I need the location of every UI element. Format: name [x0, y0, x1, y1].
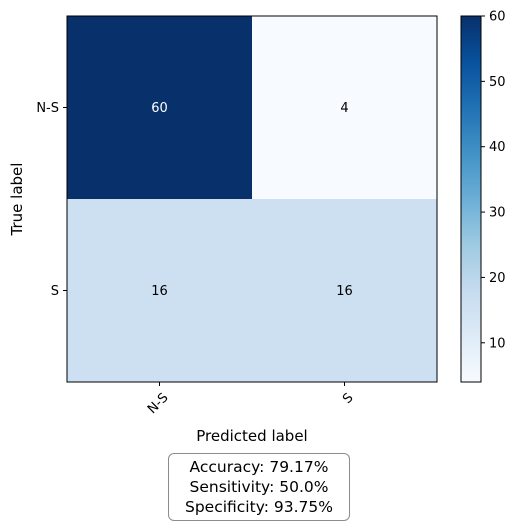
heatmap-cell	[67, 199, 252, 382]
heatmap-cells	[67, 16, 437, 382]
x-tick-label: N-S	[145, 390, 172, 417]
colorbar	[460, 15, 482, 383]
accuracy-text: Accuracy: 79.17%	[189, 458, 329, 476]
x-tick-label: S	[340, 390, 356, 406]
colorbar-tick-label: 50	[489, 75, 506, 90]
metrics-box: Accuracy: 79.17% Sensitivity: 50.0% Spec…	[168, 453, 350, 521]
y-axis-ticks: N-S S	[36, 101, 67, 299]
y-tick-label: S	[51, 284, 59, 299]
cell-value-label: 16	[336, 284, 353, 299]
heatmap-cell	[252, 16, 437, 199]
colorbar-tick-label: 20	[489, 271, 506, 286]
cell-value-label: 16	[151, 284, 168, 299]
y-tick-label: N-S	[36, 101, 59, 116]
colorbar-tick-label: 10	[489, 336, 506, 351]
cell-value-labels: 60 4 16 16	[151, 101, 353, 299]
x-axis-ticks: N-S S	[145, 382, 357, 417]
colorbar-ticks: 10 20 30 40 50 60	[481, 10, 506, 351]
cell-value-label: 4	[340, 101, 348, 116]
plot-frame	[66, 15, 438, 383]
colorbar-tick-label: 40	[489, 140, 506, 155]
x-axis-label: Predicted label	[196, 427, 307, 445]
heatmap-cell	[252, 199, 437, 382]
colorbar-tick-label: 30	[489, 206, 506, 221]
heatmap-cell	[67, 16, 252, 199]
colorbar-tick-label: 60	[489, 10, 506, 25]
sensitivity-text: Sensitivity: 50.0%	[189, 478, 329, 496]
specificity-text: Specificity: 93.75%	[184, 498, 333, 516]
y-axis-label: True label	[8, 163, 26, 237]
cell-value-label: 60	[151, 101, 168, 116]
